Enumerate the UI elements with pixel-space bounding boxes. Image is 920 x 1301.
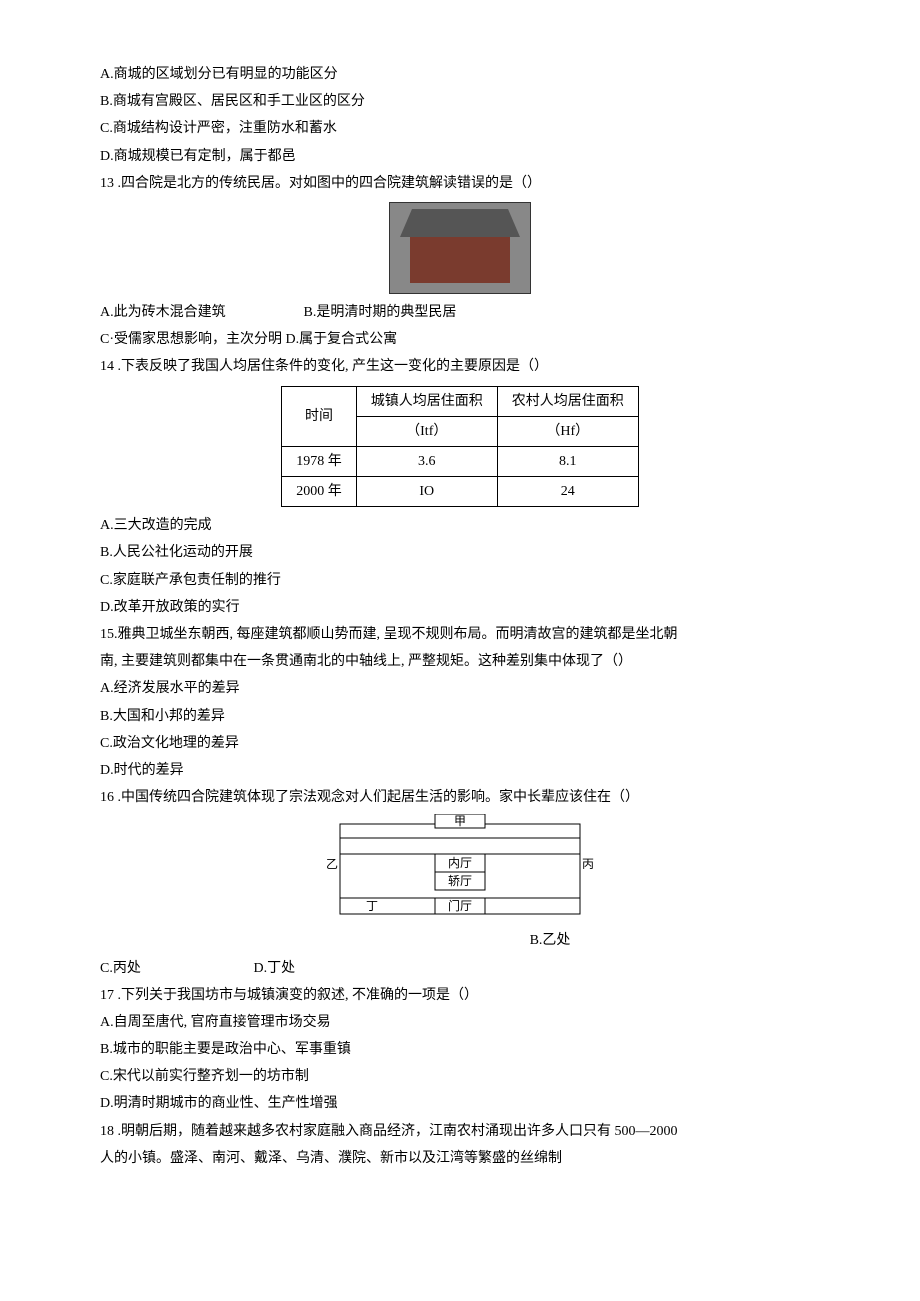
q15-opt-d: D.时代的差异 — [100, 758, 820, 783]
q15-opt-a: A.经济发展水平的差异 — [100, 676, 820, 701]
q12-opt-c: C.商城结构设计严密，注重防水和蓄水 — [100, 116, 820, 141]
q13-opts-ab: A.此为砖木混合建筑 B.是明清时期的典型民居 — [100, 300, 820, 325]
q16-stem: 16 .中国传统四合院建筑体现了宗法观念对人们起居生活的影响。家中长辈应该住在（… — [100, 785, 820, 810]
q14-r2c1: 2000 年 — [282, 477, 357, 507]
q17-opt-d: D.明清时期城市的商业性、生产性增强 — [100, 1091, 820, 1116]
q16-opt-d: D.丁处 — [254, 956, 296, 981]
q13-opts-cd: C·受儒家思想影响，主次分明 D.属于复合式公寓 — [100, 327, 820, 352]
q16-diagram: 甲 乙 丙 丁 内厅 轿厅 门厅 — [320, 814, 600, 924]
q14-opt-a: A.三大改造的完成 — [100, 513, 820, 538]
q13-opt-a: A.此为砖木混合建筑 — [100, 300, 300, 325]
q14-r2c2: IO — [356, 477, 497, 507]
label-ding: 丁 — [366, 899, 378, 913]
label-jia: 甲 — [454, 814, 466, 828]
q15-opt-c: C.政治文化地理的差异 — [100, 731, 820, 756]
q14-stem: 14 .下表反映了我国人均居住条件的变化, 产生这一变化的主要原因是（） — [100, 354, 820, 379]
q17-opt-c: C.宋代以前实行整齐划一的坊市制 — [100, 1064, 820, 1089]
q12-opt-d: D.商城规模已有定制，属于都邑 — [100, 144, 820, 169]
q16-opts-cd: C.丙处 D.丁处 — [100, 956, 820, 981]
q14-opt-c: C.家庭联产承包责任制的推行 — [100, 568, 820, 593]
q16-opt-c: C.丙处 — [100, 956, 250, 981]
label-yi: 乙 — [326, 857, 338, 871]
q14-r1c3: 8.1 — [497, 446, 638, 476]
q17-opt-a: A.自周至唐代, 官府直接管理市场交易 — [100, 1010, 820, 1035]
q15-l1: 15.雅典卫城坐东朝西, 每座建筑都顺山势而建, 呈现不规则布局。而明清故宫的建… — [100, 622, 820, 647]
q16-opt-b: B.乙处 — [280, 928, 820, 953]
q13-stem: 13 .四合院是北方的传统民居。对如图中的四合院建筑解读错误的是（） — [100, 171, 820, 196]
q14-opt-b: B.人民公社化运动的开展 — [100, 540, 820, 565]
q14-table: 时间 城镇人均居住面积 农村人均居住面积 （Itf） （Hf） 1978 年 3… — [281, 386, 639, 508]
q14-th-urban-a: 城镇人均居住面积 — [356, 386, 497, 416]
label-jiaoting: 轿厅 — [448, 873, 472, 888]
q13-opt-b: B.是明清时期的典型民居 — [304, 300, 457, 325]
q14-r1c2: 3.6 — [356, 446, 497, 476]
q13-image — [389, 202, 531, 294]
label-neiting: 内厅 — [448, 856, 472, 870]
label-bing: 丙 — [582, 857, 594, 871]
q14-r1c1: 1978 年 — [282, 446, 357, 476]
q15-l2: 南, 主要建筑则都集中在一条贯通南北的中轴线上, 严整规矩。这种差别集中体现了（… — [100, 649, 820, 674]
q17-opt-b: B.城市的职能主要是政治中心、军事重镇 — [100, 1037, 820, 1062]
label-menting: 门厅 — [448, 898, 472, 913]
q14-opt-d: D.改革开放政策的实行 — [100, 595, 820, 620]
q18-l1: 18 .明朝后期，随着越来越多农村家庭融入商品经济，江南农村涌现出许多人口只有 … — [100, 1119, 820, 1144]
q14-th-rural-a: 农村人均居住面积 — [497, 386, 638, 416]
q14-th-urban-b: （Itf） — [356, 416, 497, 446]
q14-r2c3: 24 — [497, 477, 638, 507]
q12-opt-a: A.商城的区域划分已有明显的功能区分 — [100, 62, 820, 87]
q14-th-rural-b: （Hf） — [497, 416, 638, 446]
q17-stem: 17 .下列关于我国坊市与城镇演变的叙述, 不准确的一项是（） — [100, 983, 820, 1008]
q15-opt-b: B.大国和小邦的差异 — [100, 704, 820, 729]
q14-th-time: 时间 — [282, 386, 357, 446]
q18-l2: 人的小镇。盛泽、南河、戴泽、乌清、濮院、新市以及江湾等繁盛的丝绵制 — [100, 1146, 820, 1171]
q12-opt-b: B.商城有宫殿区、居民区和手工业区的区分 — [100, 89, 820, 114]
